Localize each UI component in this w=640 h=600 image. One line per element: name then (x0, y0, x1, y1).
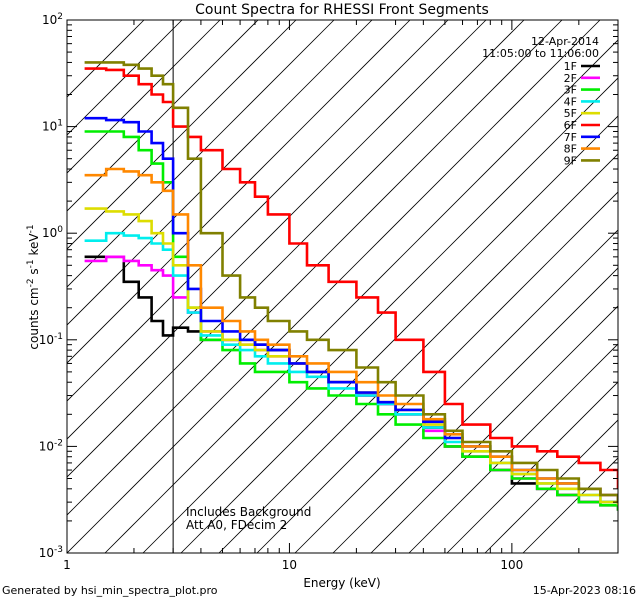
hatch-line (67, 20, 601, 553)
y-tick-label: 102 (42, 12, 63, 27)
hatch-line (67, 20, 373, 326)
y-tick-label: 10-2 (39, 438, 63, 453)
hatch-line (446, 381, 618, 553)
y-tick-labels: 10-3 10-2 10-1 100 101 102 (39, 12, 64, 560)
series-8F (84, 167, 618, 503)
hatch-line (67, 20, 297, 250)
legend-label-4F: 4F (564, 95, 577, 108)
hatch-line (142, 77, 618, 553)
axis-ticks (66, 19, 619, 554)
annotation-attenuator: Att A0, FDecim 2 (186, 518, 287, 532)
plot-frame (66, 19, 619, 554)
y-tick-label: 10-3 (39, 545, 63, 560)
annotation-background: Includes Background (186, 505, 311, 519)
hatch-line (294, 229, 618, 553)
legend-label-2F: 2F (564, 72, 577, 85)
hatch-line (522, 457, 618, 553)
hatch-line (218, 153, 618, 553)
timestamp-label: 15-Apr-2023 08:16 (533, 584, 636, 597)
y-tick-label: 100 (42, 225, 63, 240)
hatch-line (67, 20, 259, 212)
x-tick-labels: 1 10 100 (63, 558, 523, 572)
hatch-line (180, 115, 618, 553)
series-9F (84, 61, 618, 503)
legend-label-6F: 6F (564, 119, 577, 132)
hatch-line (370, 305, 618, 553)
legend-label-3F: 3F (564, 84, 577, 97)
hatch-line (67, 20, 449, 402)
series-5F (84, 207, 618, 506)
hatch-line (67, 20, 335, 288)
legend-label-7F: 7F (564, 131, 577, 144)
hatch-line (67, 20, 221, 174)
hatch-line (256, 191, 618, 553)
y-tick-label: 101 (42, 119, 63, 134)
hatch-line (67, 20, 411, 364)
hatch-line (67, 20, 525, 478)
x-axis-label: Energy (keV) (303, 576, 380, 590)
y-axis-label: counts cm-2 s-1 keV-1 (26, 224, 41, 349)
hatch-line (67, 20, 183, 136)
legend-label-5F: 5F (564, 107, 577, 120)
hatch-line (67, 20, 563, 516)
series-3F (84, 130, 618, 511)
hatch-line (67, 20, 145, 98)
y-tick-label: 10-1 (39, 332, 63, 347)
x-tick-label: 100 (500, 558, 523, 572)
date-label: 12-Apr-2014 (531, 35, 599, 48)
hatch-region (67, 20, 618, 553)
series-layer (84, 61, 618, 511)
hatch-line (67, 20, 487, 440)
series-6F (84, 67, 618, 489)
legend-label-8F: 8F (564, 143, 577, 156)
x-tick-label: 1 (63, 558, 71, 572)
generated-by-label: Generated by hsi_min_spectra_plot.pro (2, 584, 218, 597)
hatch-line (104, 39, 618, 553)
x-tick-label: 10 (282, 558, 297, 572)
legend-label-9F: 9F (564, 154, 577, 167)
time-range-label: 11:05:00 to 11:06:00 (482, 47, 599, 60)
hatch-line (484, 419, 618, 553)
chart-title: Count Spectra for RHESSI Front Segments (195, 2, 489, 18)
legend-label-1F: 1F (564, 60, 577, 73)
hatch-line (332, 267, 618, 553)
